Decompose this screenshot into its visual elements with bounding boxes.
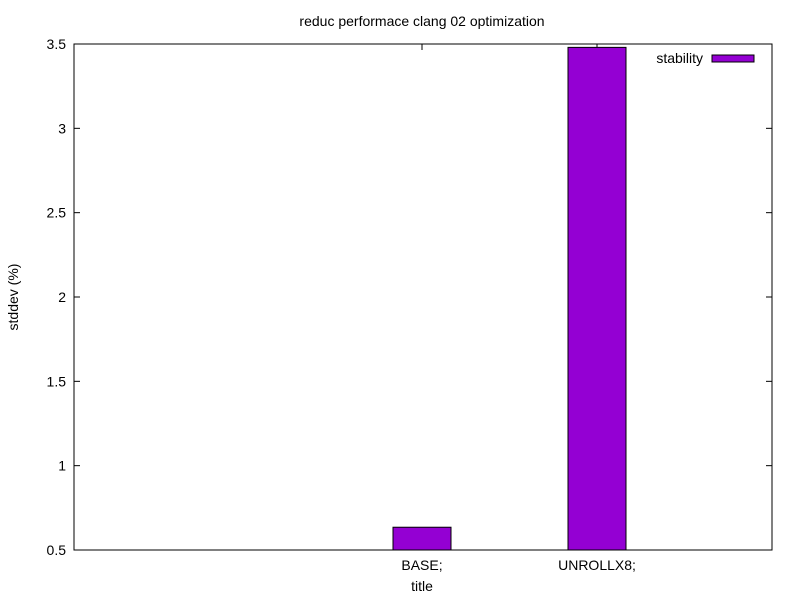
y-tick-label: 0.5 (47, 542, 67, 558)
x-tick-label: BASE; (401, 557, 442, 573)
x-axis-label: title (411, 578, 433, 594)
chart-title: reduc performace clang 02 optimization (299, 13, 544, 29)
y-tick-label: 2.5 (47, 205, 67, 221)
bar (392, 526, 452, 551)
x-axis: BASE; UNROLLX8; (401, 44, 636, 573)
legend: stability (656, 50, 755, 66)
y-tick-label: 2 (58, 289, 66, 305)
x-tick-label: UNROLLX8; (558, 557, 636, 573)
y-tick-label: 1.5 (47, 373, 67, 389)
legend-label: stability (656, 50, 703, 66)
y-tick-label: 1 (58, 458, 66, 474)
y-tick-label: 3.5 (47, 36, 67, 52)
y-axis: 0.5 1 1.5 2 2.5 3 3.5 (47, 36, 772, 558)
bar (567, 46, 627, 551)
plot-frame (73, 43, 773, 551)
y-tick-label: 3 (58, 120, 66, 136)
legend-swatch (711, 54, 755, 63)
bar-series (392, 46, 627, 551)
y-axis-label: stddev (%) (5, 264, 21, 331)
